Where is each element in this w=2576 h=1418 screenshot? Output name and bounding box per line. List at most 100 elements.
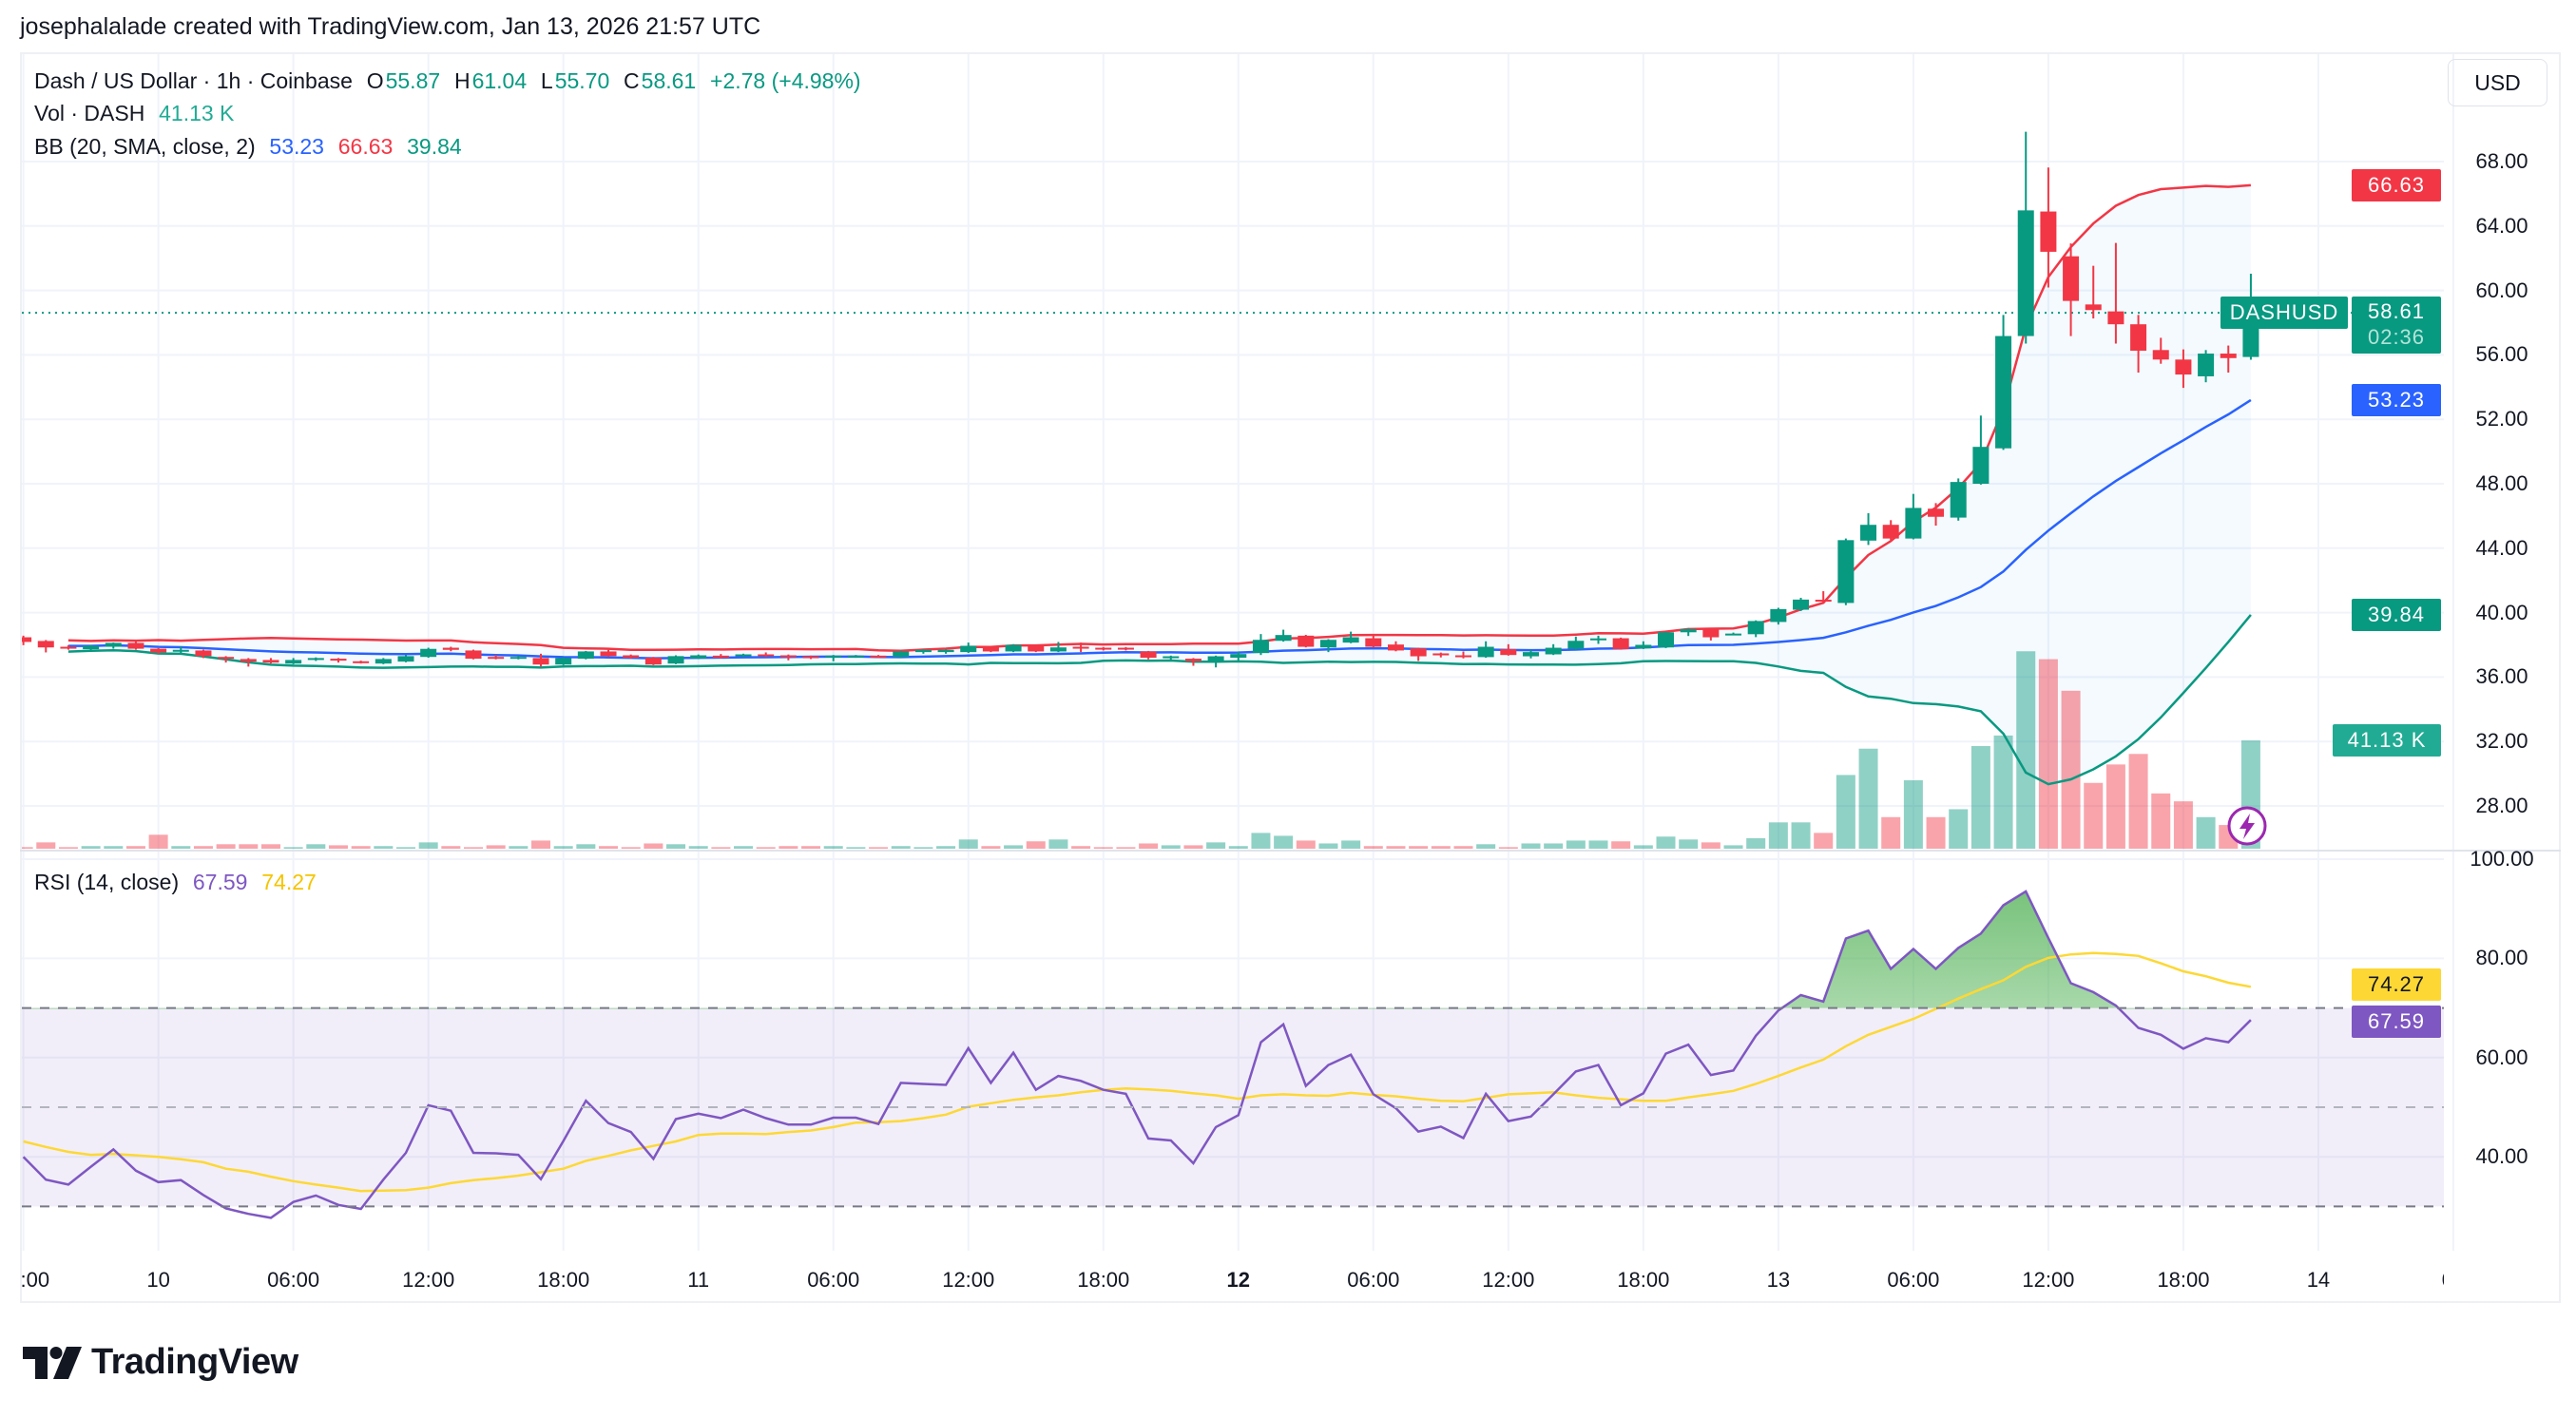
- volume-bar: [1588, 840, 1608, 849]
- volume-bar: [936, 846, 956, 849]
- candle: [2175, 349, 2192, 389]
- candle-body: [1837, 540, 1855, 604]
- candle-body: [60, 646, 77, 649]
- candle: [1882, 520, 1899, 541]
- volume-bar: [1633, 845, 1653, 849]
- volume-bar: [1926, 816, 1946, 849]
- volume-bar: [756, 847, 776, 849]
- candle-body: [1432, 653, 1450, 656]
- bb-legend[interactable]: BB (20, SMA, close, 2) 53.23 66.63 39.84: [34, 132, 464, 161]
- candle-body: [195, 650, 212, 657]
- volume-bar: [171, 846, 191, 849]
- candle: [667, 655, 684, 664]
- candle-body: [870, 655, 887, 658]
- candle-body: [2107, 311, 2124, 325]
- candle: [1365, 635, 1382, 648]
- candle-body: [735, 654, 752, 657]
- candle-body: [667, 656, 684, 664]
- candle: [1702, 627, 1720, 641]
- volume-bar: [531, 840, 551, 849]
- volume-tag: 41.13 K: [2333, 724, 2441, 757]
- volume-bar: [1949, 809, 1969, 849]
- candle: [870, 655, 887, 659]
- attribution-text: josephalalade created with TradingView.c…: [20, 13, 761, 40]
- candle: [509, 655, 527, 660]
- volume-bar: [1409, 846, 1429, 849]
- candle-body: [1365, 638, 1382, 647]
- volume-bar: [1791, 822, 1811, 849]
- volume-bar: [779, 846, 798, 849]
- candle-body: [1612, 638, 1629, 650]
- candle-body: [420, 648, 437, 658]
- alert-lightning-icon[interactable]: [2227, 806, 2267, 846]
- bb-upper-value: 66.63: [337, 134, 394, 159]
- candle-body: [172, 649, 189, 652]
- rsi-legend[interactable]: RSI (14, close) 67.59 74.27: [34, 868, 318, 896]
- rsi-label: RSI (14, close): [34, 870, 180, 894]
- candle: [914, 649, 932, 654]
- open-value: 55.87: [385, 68, 441, 93]
- candle: [690, 654, 707, 660]
- volume-bar: [2084, 782, 2104, 849]
- candle-body: [353, 661, 370, 663]
- time-tick-label: 18:00: [537, 1268, 590, 1292]
- candle-body: [758, 654, 775, 657]
- volume-bar: [441, 846, 461, 849]
- candle: [1860, 513, 1877, 546]
- volume-bar: [374, 846, 394, 849]
- volume-bar: [1318, 843, 1338, 849]
- candle-body: [1500, 649, 1517, 656]
- volume-bar: [869, 847, 889, 849]
- candle: [105, 642, 122, 649]
- candle: [1072, 642, 1089, 653]
- candle: [1432, 652, 1450, 658]
- candle: [1275, 629, 1292, 642]
- rsi-tick-label: 40.00: [2475, 1144, 2528, 1169]
- main-series-legend[interactable]: Dash / US Dollar · 1h · Coinbase O55.87 …: [34, 67, 863, 95]
- candle-body: [488, 657, 505, 660]
- volume-bar: [328, 845, 348, 849]
- candle-body: [1387, 644, 1404, 651]
- volume-bar: [1656, 836, 1676, 849]
- candle: [1319, 639, 1336, 653]
- candle-body: [1005, 644, 1022, 652]
- volume-bar: [599, 846, 619, 849]
- currency-button[interactable]: USD: [2448, 59, 2547, 106]
- price-tick-label: 40.00: [2475, 600, 2528, 624]
- volume-legend[interactable]: Vol · DASH 41.13 K: [34, 99, 236, 127]
- volume-bar: [913, 847, 933, 849]
- candle-body: [442, 647, 459, 650]
- candle: [1005, 643, 1022, 653]
- candle: [1590, 635, 1606, 644]
- candle: [218, 656, 235, 663]
- volume-bar: [1723, 845, 1743, 849]
- candle: [1184, 658, 1201, 666]
- candle: [195, 649, 212, 659]
- candle-body: [1163, 656, 1180, 659]
- time-axis[interactable]: 18:00 10 06:00 12:00 18:00 11 06:00 12:00 18:00 1…: [22, 1253, 2444, 1302]
- change-value: +2.78 (+4.98%): [710, 68, 861, 93]
- candle: [1387, 641, 1404, 652]
- rsi-value: 67.59: [192, 870, 248, 894]
- candle-body: [2085, 304, 2102, 311]
- candle-body: [37, 641, 54, 648]
- candle: [285, 658, 302, 664]
- volume-bar: [801, 846, 821, 849]
- candle-body: [1140, 651, 1157, 659]
- tradingview-logo[interactable]: TradingView: [23, 1342, 298, 1383]
- volume-bar: [1274, 835, 1294, 849]
- volume-bar: [1206, 842, 1226, 849]
- candle: [330, 658, 347, 663]
- volume-bar: [464, 847, 483, 849]
- volume-bar: [1386, 846, 1406, 849]
- candle: [2220, 345, 2237, 374]
- candle: [397, 655, 414, 662]
- candle: [2040, 167, 2057, 288]
- volume-bar: [1970, 745, 1990, 849]
- rsi-tick-label: 100.00: [2470, 847, 2534, 871]
- bb-basis-tag: 53.23: [2352, 383, 2441, 416]
- volume-bar: [1363, 846, 1383, 849]
- candle-body: [2198, 354, 2215, 376]
- candle: [644, 657, 662, 665]
